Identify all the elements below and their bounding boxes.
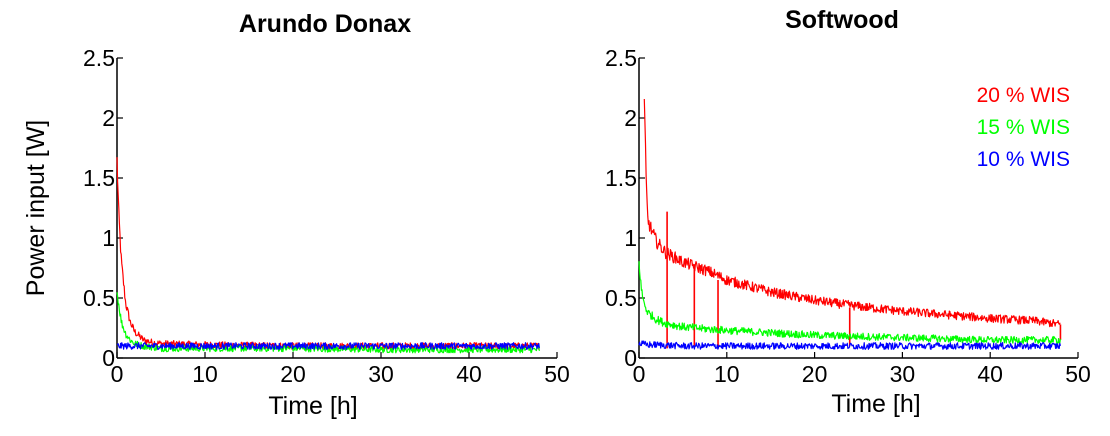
x-tick-label: 30	[890, 361, 916, 387]
y-tick-label: 2.5	[83, 45, 115, 71]
x-tick-label: 10	[192, 361, 218, 387]
x-tick-label: 50	[1065, 361, 1091, 387]
series-line-15-wis	[638, 261, 1061, 345]
series-line-10-wis	[116, 342, 540, 350]
y-tick-label: 0	[624, 345, 637, 371]
x-tick-label: 30	[368, 361, 394, 387]
x-tick-label: 10	[714, 361, 740, 387]
series-line-20-wis	[643, 98, 1061, 328]
chart-title: Arundo Donax	[239, 10, 411, 38]
chart-title: Softwood	[785, 6, 899, 34]
chart-arundo-donax: Arundo Donax Time [h] 0 0.5 1 1.5 2 2.5 0 10 20 3…	[83, 10, 570, 420]
y-tick-label: 0.5	[83, 285, 115, 311]
x-tick-label: 40	[456, 361, 482, 387]
x-axis-label: Time [h]	[268, 392, 357, 420]
y-tick-label: 2	[624, 105, 637, 131]
legend-entry: 10 % WIS	[977, 148, 1070, 171]
legend: 20 % WIS 15 % WIS 10 % WIS	[977, 84, 1070, 171]
chart-softwood: Softwood Time [h] 0 0.5 1 1.5 2 2.5 0 10 20 30 40 5…	[605, 6, 1091, 418]
series-line-10-wis	[638, 340, 1061, 350]
x-axis-label: Time [h]	[831, 390, 920, 418]
x-tick-label: 0	[111, 361, 124, 387]
legend-entry: 15 % WIS	[977, 116, 1070, 139]
series-layer	[638, 98, 1062, 350]
legend-entry: 20 % WIS	[977, 84, 1070, 107]
series-layer	[116, 157, 540, 354]
x-tick-label: 40	[977, 361, 1003, 387]
y-tick-label: 1	[102, 225, 115, 251]
x-tick-label: 20	[280, 361, 306, 387]
series-line-20-wis	[116, 157, 540, 350]
y-axis-label: Power input [W]	[22, 120, 50, 296]
x-tick-label: 0	[633, 361, 646, 387]
x-tick-label: 20	[802, 361, 828, 387]
x-tick-label: 50	[544, 361, 570, 387]
y-tick-label: 1.5	[605, 165, 637, 191]
y-tick-label: 0.5	[605, 285, 637, 311]
y-tick-label: 2.5	[605, 45, 637, 71]
y-tick-label: 0	[102, 345, 115, 371]
y-tick-label: 1	[624, 225, 637, 251]
y-tick-label: 1.5	[83, 165, 115, 191]
axes: 0 0.5 1 1.5 2 2.5 0 10 20 30 40 50	[83, 45, 570, 387]
y-tick-label: 2	[102, 105, 115, 131]
